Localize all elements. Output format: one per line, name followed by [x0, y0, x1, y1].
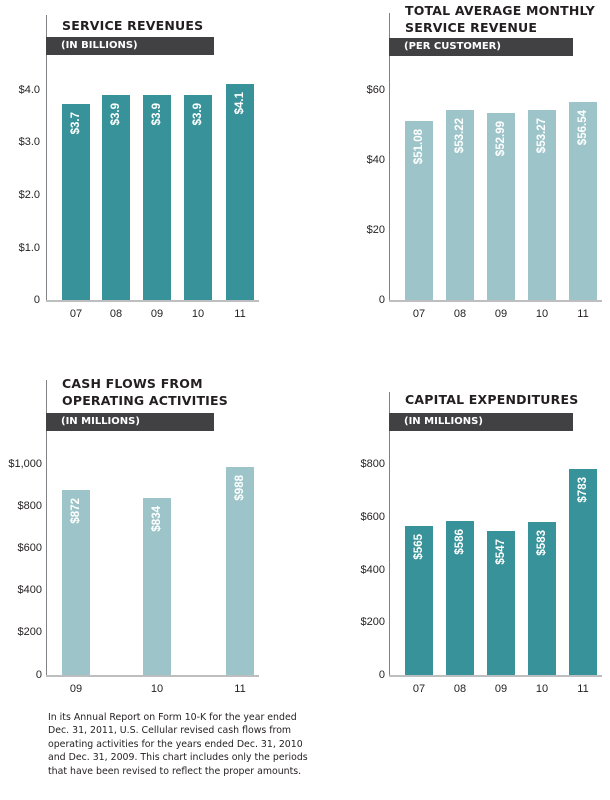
x-tick-label: 09 [494, 308, 508, 320]
y-tick-label: 0 [378, 669, 385, 681]
bar-value-label: $3.9 [192, 103, 204, 126]
bar: $3.9 [102, 95, 130, 300]
x-tick-label: 11 [234, 308, 246, 320]
y-tick-label: $40 [366, 154, 385, 166]
bar: $51.08 [405, 121, 433, 300]
bar: $3.9 [184, 95, 212, 300]
y-tick-label: $600 [17, 542, 42, 554]
chart-title: SERVICE REVENUES [62, 18, 204, 33]
y-axis [46, 15, 47, 301]
y-tick-label: 0 [33, 294, 40, 306]
bar: $565 [405, 526, 433, 675]
x-tick-label: 07 [412, 683, 426, 695]
bar: $53.27 [528, 110, 556, 300]
bar-value-label: $52.99 [495, 121, 507, 157]
bar: $547 [487, 531, 515, 675]
y-tick-label: $1,000 [8, 458, 42, 470]
chart-title-line: OPERATING ACTIVITIES [62, 393, 228, 408]
bar-value-label: $547 [495, 539, 507, 565]
bar-value-label: $834 [151, 506, 163, 532]
bar-value-label: $51.08 [413, 129, 425, 165]
unit-banner: (IN MILLIONS) [389, 413, 573, 431]
x-tick-label: 10 [535, 683, 549, 695]
bar-value-label: $3.9 [110, 103, 122, 126]
x-axis [389, 675, 602, 677]
x-tick-label: 10 [150, 683, 164, 695]
bar-value-label: $3.9 [151, 103, 163, 126]
y-tick-label: $200 [360, 616, 385, 628]
bar: $783 [569, 469, 597, 675]
bar: $4.1 [226, 84, 254, 300]
y-tick-label: $1.0 [18, 242, 40, 254]
y-tick-label: $800 [360, 458, 385, 470]
x-tick-label: 08 [453, 308, 467, 320]
bar: $583 [528, 522, 556, 675]
x-axis [46, 675, 259, 677]
y-tick-label: 0 [35, 669, 42, 681]
unit-banner: (IN BILLIONS) [46, 37, 214, 55]
x-tick-label: 11 [577, 683, 589, 695]
x-tick-label: 10 [191, 308, 205, 320]
x-tick-label: 08 [109, 308, 123, 320]
y-tick-label: $4.0 [18, 84, 40, 96]
bar-value-label: $56.54 [577, 110, 589, 146]
bar: $586 [446, 521, 474, 675]
x-tick-label: 10 [535, 308, 549, 320]
x-tick-label: 09 [69, 683, 83, 695]
x-tick-label: 07 [412, 308, 426, 320]
bar: $988 [226, 467, 254, 675]
x-tick-label: 07 [69, 308, 83, 320]
chart-title: CAPITAL EXPENDITURES [405, 392, 579, 407]
footnote: In its Annual Report on Form 10-K for th… [48, 712, 308, 777]
x-tick-label: 09 [150, 308, 164, 320]
bar-value-label: $783 [577, 477, 589, 503]
chart-title-line: CASH FLOWS FROM [62, 376, 203, 391]
y-tick-label: $60 [366, 84, 385, 96]
y-tick-label: $400 [17, 584, 42, 596]
bar-value-label: $3.7 [70, 112, 82, 135]
y-tick-label: 0 [378, 294, 385, 306]
y-tick-label: $800 [17, 500, 42, 512]
unit-banner: (IN MILLIONS) [46, 413, 214, 431]
y-tick-label: $400 [360, 564, 385, 576]
y-axis [389, 392, 390, 676]
bar: $53.22 [446, 110, 474, 300]
x-tick-label: 11 [577, 308, 589, 320]
bar: $834 [143, 498, 171, 675]
chart-title-line: SERVICE REVENUE [405, 20, 538, 35]
bar-value-label: $53.27 [536, 118, 548, 154]
x-axis [389, 300, 602, 302]
y-tick-label: $3.0 [18, 136, 40, 148]
bar-value-label: $872 [70, 498, 82, 524]
bar-value-label: $586 [454, 529, 466, 555]
y-axis [389, 13, 390, 301]
y-tick-label: $2.0 [18, 189, 40, 201]
bar-value-label: $53.22 [454, 118, 466, 154]
y-tick-label: $600 [360, 511, 385, 523]
y-tick-label: $200 [17, 626, 42, 638]
unit-banner: (PER CUSTOMER) [389, 38, 573, 56]
bar: $3.7 [62, 104, 90, 300]
chart-title-line: TOTAL AVERAGE MONTHLY [405, 3, 595, 18]
bar: $3.9 [143, 95, 171, 300]
x-tick-label: 11 [234, 683, 246, 695]
x-tick-label: 08 [453, 683, 467, 695]
y-tick-label: $20 [366, 224, 385, 236]
bar-value-label: $988 [234, 475, 246, 501]
bar-value-label: $4.1 [234, 92, 246, 115]
chart-title: CASH FLOWS FROM OPERATING ACTIVITIES [62, 375, 228, 409]
y-axis [46, 380, 47, 676]
chart-title: TOTAL AVERAGE MONTHLY SERVICE REVENUE [405, 2, 595, 36]
bar-value-label: $583 [536, 530, 548, 556]
bar: $872 [62, 490, 90, 675]
bar: $56.54 [569, 102, 597, 300]
bar: $52.99 [487, 113, 515, 300]
x-axis [46, 300, 259, 302]
x-tick-label: 09 [494, 683, 508, 695]
bar-value-label: $565 [413, 534, 425, 560]
